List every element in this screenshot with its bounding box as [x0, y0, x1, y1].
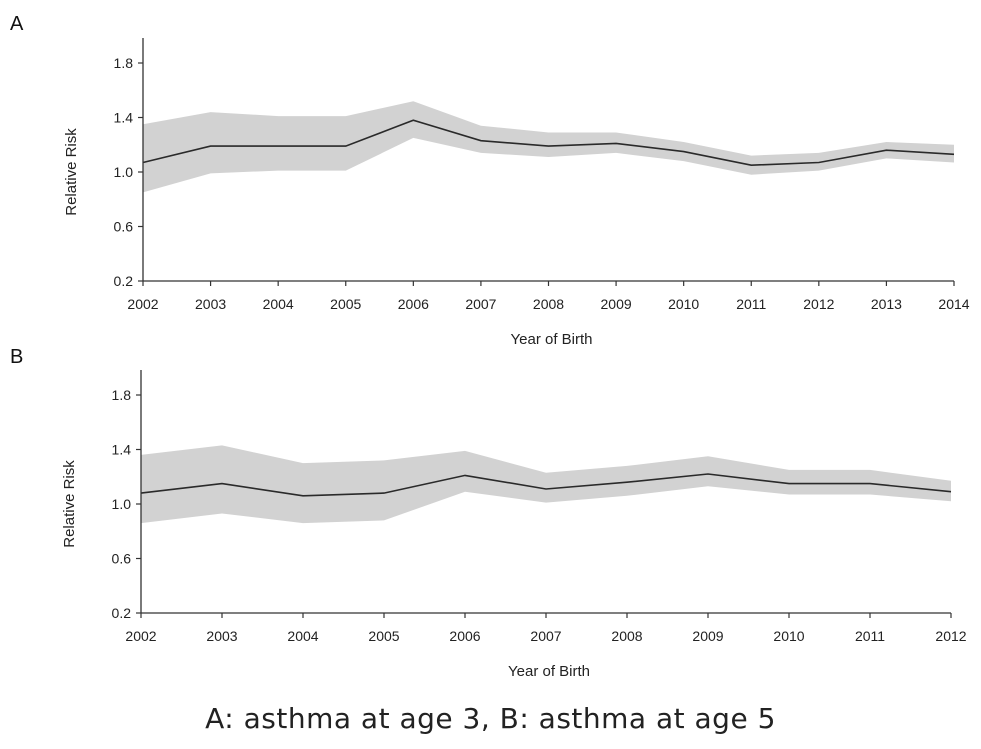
panel-a-x-tick-label: 2004 — [263, 296, 294, 312]
panel-a-label: A — [10, 13, 24, 35]
panel-b-y-axis-title: Relative Risk — [61, 460, 78, 548]
panel-b-x-tick-label: 2012 — [935, 628, 966, 644]
panel-a-x-tick-label: 2010 — [668, 296, 699, 312]
panel-b-x-tick-label: 2006 — [449, 628, 480, 644]
panel-a-relative-risk-line — [142, 119, 955, 167]
panel-a-y-tick-label: 1.4 — [114, 110, 134, 126]
panel-b-x-tick-label: 2002 — [125, 628, 156, 644]
panel-a-x-tick-label: 2006 — [398, 296, 429, 312]
panel-b-x-tick-label: 2011 — [855, 628, 885, 644]
panel-b-x-tick-label: 2007 — [530, 628, 561, 644]
panel-a-x-axis-title: Year of Birth — [511, 331, 593, 348]
panel-b-y-tick-label: 1.8 — [112, 387, 132, 403]
figure-caption: A: asthma at age 3, B: asthma at age 5 — [205, 702, 776, 735]
panel-a-chart: A 0.2 0.6 1.0 1.4 1.8 2002 2003 2004 2005 2006 2007… — [10, 13, 970, 348]
panel-a-y-tick-label: 1.0 — [114, 164, 134, 180]
panel-a-x-tick-label: 2002 — [127, 296, 158, 312]
panel-a-x-tick-label: 2013 — [871, 296, 902, 312]
panel-a-x-tick-label: 2005 — [330, 296, 361, 312]
panel-b-x-axis-title: Year of Birth — [508, 663, 590, 680]
panel-a-y-tick-label: 0.2 — [114, 273, 134, 289]
panel-a-y-tick-label: 0.6 — [114, 219, 134, 235]
panel-b-y-tick-label: 0.2 — [112, 605, 132, 621]
panel-a-x-tick-label: 2008 — [533, 296, 564, 312]
panel-a-y-axis-title: Relative Risk — [63, 128, 80, 216]
panel-b-x-tick-label: 2004 — [287, 628, 318, 644]
panel-b-label: B — [10, 346, 23, 368]
panel-b-x-tick-label: 2009 — [692, 628, 723, 644]
panel-b-relative-risk-line — [140, 473, 952, 497]
panel-b-chart: B 0.2 0.6 1.0 1.4 1.8 2002 2003 2004 2005 2006 2007… — [10, 346, 967, 680]
panel-b-x-tick-label: 2005 — [368, 628, 399, 644]
panel-a-x-tick-label: 2003 — [195, 296, 226, 312]
panel-b-y-tick-label: 1.0 — [112, 496, 132, 512]
panel-b-confidence-band — [141, 445, 951, 524]
panel-a-x-tick-label: 2007 — [465, 296, 496, 312]
panel-b-y-tick-label: 0.6 — [112, 551, 132, 567]
panel-a-x-tick-label: 2012 — [803, 296, 834, 312]
panel-a-x-tick-label: 2009 — [601, 296, 632, 312]
panel-a-x-tick-label: 2014 — [938, 296, 969, 312]
panel-a-x-tick-label: 2011 — [736, 296, 766, 312]
panel-b-x-tick-label: 2010 — [773, 628, 804, 644]
panel-a-y-tick-label: 1.8 — [114, 55, 134, 71]
panel-b-x-tick-label: 2003 — [206, 628, 237, 644]
panel-b-x-tick-label: 2008 — [611, 628, 642, 644]
panel-b-y-tick-label: 1.4 — [112, 442, 132, 458]
